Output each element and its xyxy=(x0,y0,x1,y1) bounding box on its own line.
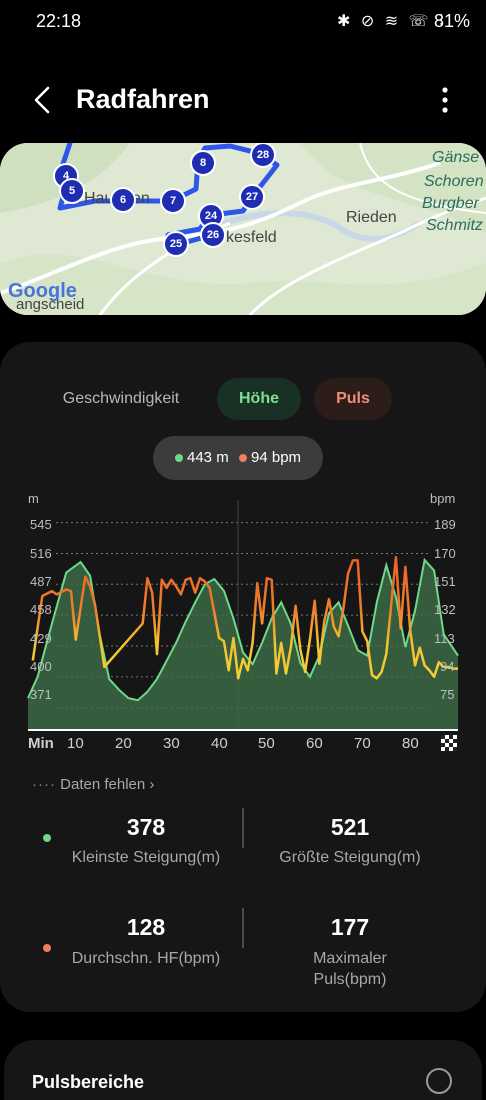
x-tick: 10 xyxy=(67,735,84,752)
map-place-kesfeld: kesfeld xyxy=(226,229,277,246)
avg-hr-label: Durchschn. HF(bpm) xyxy=(71,950,221,967)
y-tick-right: 189 xyxy=(434,517,456,532)
chart-tooltip: 443 m 94 bpm xyxy=(153,436,323,480)
route-marker[interactable]: 6 xyxy=(110,187,136,213)
google-logo: Google xyxy=(8,280,77,303)
tooltip-pulse: 94 bpm xyxy=(251,449,302,466)
map-place-en: en xyxy=(132,190,150,207)
y-tick-right: 94 xyxy=(440,659,455,674)
x-axis-label: Min xyxy=(28,735,54,752)
finish-flag-icon xyxy=(441,735,457,751)
y-tick-left: 458 xyxy=(30,602,52,617)
y-tick-left: 487 xyxy=(30,574,52,589)
stats-divider xyxy=(242,808,244,848)
google-logo-text: Google xyxy=(8,280,77,302)
y-tick-left: 545 xyxy=(30,517,52,532)
pulse-legend-dot xyxy=(43,944,51,952)
section-title: Pulsbereiche xyxy=(32,1072,145,1092)
height-line xyxy=(27,557,459,702)
max-height-label: Größte Steigung(m) xyxy=(279,849,421,866)
more-options-button[interactable] xyxy=(430,82,460,118)
y-tick-left: 400 xyxy=(30,659,52,674)
max-height-value: 521 xyxy=(330,814,370,840)
height-legend-dot xyxy=(43,834,51,842)
battery-level: 81% xyxy=(433,11,470,31)
status-icons: ✱ ⊘ ≋ ☏ ⫶ xyxy=(336,13,446,30)
route-marker[interactable]: 25 xyxy=(163,231,189,257)
y-tick-right: 151 xyxy=(434,574,456,589)
tab-height[interactable]: Höhe xyxy=(217,378,301,420)
height-area xyxy=(28,559,458,730)
min-height-value: 378 xyxy=(126,814,166,840)
avg-hr-value: 128 xyxy=(126,914,166,940)
tab-pulse[interactable]: Puls xyxy=(314,378,392,420)
route-marker[interactable]: 28 xyxy=(250,143,276,168)
x-tick: 30 xyxy=(163,735,180,752)
route-marker[interactable]: 26 xyxy=(200,222,226,248)
stats-divider xyxy=(242,908,244,948)
arrow-back-icon xyxy=(34,86,50,114)
route-map[interactable]: Hau en kesfeld Rieden Gänse Schoren Burg… xyxy=(0,143,486,315)
heart-rate-zones-card[interactable]: Pulsbereiche xyxy=(4,1040,482,1100)
y-tick-left: 429 xyxy=(30,631,52,646)
route-marker[interactable]: 27 xyxy=(239,184,265,210)
status-bar: 22:18 ✱ ⊘ ≋ ☏ ⫶ 81% xyxy=(0,0,486,44)
map-place-burgber: Burgber xyxy=(422,195,479,212)
map-place-schmitz: Schmitz xyxy=(426,217,483,234)
left-axis-unit: m xyxy=(28,491,39,506)
x-tick: 60 xyxy=(306,735,323,752)
map-place-schoren: Schoren xyxy=(424,173,484,190)
route-marker[interactable]: 5 xyxy=(59,178,85,204)
x-tick: 80 xyxy=(402,735,419,752)
back-button[interactable] xyxy=(24,80,64,120)
height-dot xyxy=(175,454,183,462)
y-tick-right: 75 xyxy=(440,687,455,702)
status-time: 22:18 xyxy=(36,11,82,31)
x-tick: 20 xyxy=(115,735,132,752)
map-place-angscheid: angscheid xyxy=(16,296,85,313)
pulse-dot xyxy=(239,454,247,462)
chevron-right-icon: › xyxy=(149,776,155,793)
dotted-line-icon: ···· xyxy=(32,776,56,793)
y-tick-right: 113 xyxy=(434,631,455,646)
more-vert-icon xyxy=(442,87,448,113)
pulse-line xyxy=(31,555,458,680)
missing-data-label: Daten fehlen xyxy=(60,776,146,793)
y-tick-right: 170 xyxy=(434,546,456,561)
page-title: Radfahren xyxy=(76,84,210,114)
min-height-label: Kleinste Steigung(m) xyxy=(71,849,221,866)
tooltip-height: 443 m xyxy=(187,449,229,466)
right-axis-unit: bpm xyxy=(430,491,456,506)
max-hr-value: 177 xyxy=(330,914,370,940)
route-marker[interactable]: 8 xyxy=(190,150,216,176)
app-bar: Radfahren xyxy=(0,70,486,130)
x-tick: 70 xyxy=(354,735,371,752)
elevation-pulse-chart[interactable] xyxy=(0,500,486,760)
max-hr-label: Maximaler Puls(bpm) xyxy=(313,950,387,988)
map-place-gaense: Gänse xyxy=(432,149,480,166)
map-place-hau: Hau xyxy=(84,190,114,207)
y-tick-left: 516 xyxy=(30,546,52,561)
missing-data-link[interactable]: ···· Daten fehlen › xyxy=(32,776,154,793)
y-tick-left: 371 xyxy=(30,687,52,702)
info-icon[interactable] xyxy=(426,1068,452,1094)
map-place-rieden: Rieden xyxy=(346,209,397,226)
route-marker[interactable]: 7 xyxy=(160,188,186,214)
x-tick: 40 xyxy=(211,735,228,752)
tab-speed[interactable]: Geschwindigkeit xyxy=(62,390,180,407)
x-tick: 50 xyxy=(258,735,275,752)
y-tick-right: 132 xyxy=(434,602,456,617)
